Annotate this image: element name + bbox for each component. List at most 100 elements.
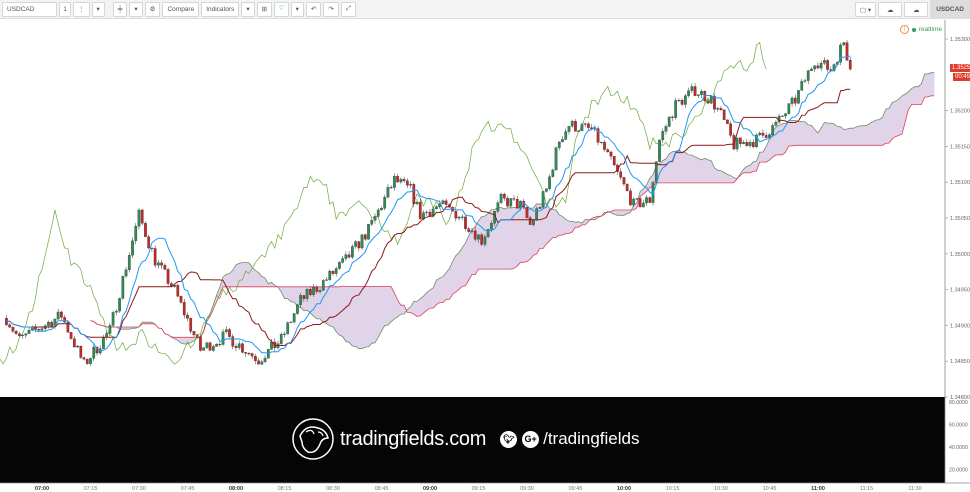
candle-body bbox=[286, 322, 290, 335]
candle-body bbox=[460, 216, 464, 218]
candle-body bbox=[115, 310, 118, 313]
candle-body bbox=[477, 234, 480, 240]
candle-body bbox=[735, 137, 739, 150]
candle-body bbox=[483, 236, 487, 245]
add-alert-icon[interactable]: ⊞ bbox=[256, 1, 273, 17]
candle-body bbox=[722, 109, 726, 121]
candle-body bbox=[347, 254, 351, 258]
redo-icon[interactable]: ↷ bbox=[323, 1, 339, 17]
candle-body bbox=[742, 142, 745, 144]
candle-body bbox=[60, 311, 63, 318]
candle-body bbox=[354, 241, 357, 247]
candle-body bbox=[166, 269, 170, 284]
candle-body bbox=[363, 234, 367, 240]
price-chart[interactable]: 1.35300 1.35200 1.35150 1.35100 1.35050 1.350… bbox=[0, 20, 970, 492]
candle-body bbox=[435, 206, 438, 210]
x-tick-label: 09:00 bbox=[423, 486, 437, 492]
candle-body bbox=[331, 270, 335, 274]
candle-body bbox=[283, 333, 286, 335]
candle-body bbox=[525, 206, 529, 218]
cloud-download-icon[interactable]: ☁ bbox=[878, 2, 903, 17]
candle-body bbox=[638, 198, 642, 208]
candle-body bbox=[105, 333, 109, 338]
candle-body bbox=[102, 337, 105, 349]
symbol-input[interactable]: USDCAD bbox=[2, 1, 57, 17]
gear-icon[interactable]: ⚙ bbox=[144, 1, 161, 17]
bull-logo-icon bbox=[292, 418, 334, 460]
candle-body bbox=[380, 208, 383, 211]
square-icon[interactable]: ▢ ▾ bbox=[854, 2, 877, 17]
candle-body bbox=[409, 184, 412, 186]
candle-body bbox=[751, 142, 755, 148]
candle-body bbox=[793, 97, 797, 104]
y-tick-label: 1.35150 bbox=[950, 144, 970, 150]
chevron-down-icon[interactable]: ▾ bbox=[290, 1, 304, 17]
warning-icon[interactable]: ! bbox=[899, 25, 909, 34]
candle-body bbox=[82, 357, 86, 360]
realtime-status: ! realtime bbox=[899, 25, 942, 34]
candle-body bbox=[499, 193, 503, 203]
candle-body bbox=[108, 325, 112, 334]
lightbulb-icon[interactable]: 💡︎ bbox=[274, 1, 289, 17]
candle-body bbox=[738, 137, 742, 144]
candle-body bbox=[512, 198, 516, 200]
more-vertical-icon[interactable]: ⋮ bbox=[73, 1, 90, 17]
candle-body bbox=[677, 100, 681, 102]
candle-body bbox=[124, 269, 128, 277]
candle-body bbox=[205, 342, 209, 348]
candle-body bbox=[69, 332, 73, 339]
candle-body bbox=[842, 42, 846, 46]
candle-body bbox=[247, 353, 251, 355]
fullscreen-icon[interactable]: ⤢ bbox=[340, 1, 357, 17]
x-tick-label: 09:15 bbox=[472, 486, 486, 492]
candle-body bbox=[813, 65, 817, 70]
status-dot-icon bbox=[911, 27, 916, 32]
candle-body bbox=[305, 289, 309, 299]
x-tick-label: 09:30 bbox=[520, 486, 534, 492]
x-tick-label: 08:00 bbox=[229, 486, 243, 492]
y-tick-label: 1.35100 bbox=[950, 180, 970, 186]
undo-icon[interactable]: ↶ bbox=[305, 1, 322, 17]
candle-body bbox=[334, 268, 338, 274]
candle-body bbox=[211, 346, 215, 351]
y-tick-label: 1.35050 bbox=[950, 216, 970, 222]
chevron-down-icon[interactable]: ▾ bbox=[129, 1, 143, 17]
candle-body bbox=[774, 121, 778, 126]
x-tick-label: 08:15 bbox=[278, 486, 292, 492]
candle-body bbox=[574, 121, 577, 132]
candle-body bbox=[800, 81, 804, 91]
candle-body bbox=[370, 220, 374, 225]
chevron-down-icon[interactable]: ▾ bbox=[91, 1, 105, 17]
twitter-icon[interactable]: 🐦︎ bbox=[500, 430, 518, 448]
interval-button[interactable]: 1 bbox=[59, 1, 71, 17]
candle-body bbox=[693, 86, 697, 96]
candle-body bbox=[66, 322, 70, 333]
cloud-upload-icon[interactable]: ☁ bbox=[904, 2, 929, 17]
symbol-tab[interactable]: USDCAD bbox=[930, 0, 970, 19]
google-plus-icon[interactable]: G+ bbox=[522, 430, 540, 448]
candle-body bbox=[150, 247, 154, 249]
x-tick-label: 10:00 bbox=[617, 486, 631, 492]
candle-body bbox=[418, 201, 422, 220]
realtime-label: realtime bbox=[918, 26, 942, 33]
indicators-button[interactable]: Indicators bbox=[201, 1, 240, 17]
candle-body bbox=[441, 200, 445, 204]
lower-tick-label: 40.0000 bbox=[949, 445, 968, 451]
candlestick-icon[interactable]: ╪ bbox=[112, 1, 128, 17]
y-tick-label: 1.35300 bbox=[950, 37, 970, 43]
candle-body bbox=[806, 70, 810, 81]
candle-body bbox=[732, 135, 736, 150]
compare-button[interactable]: Compare bbox=[162, 1, 200, 17]
candle-body bbox=[244, 352, 248, 354]
candle-body bbox=[405, 180, 409, 186]
candle-body bbox=[787, 103, 791, 114]
watermark-banner: tradingfields.com 🐦︎ G+ /tradingfields bbox=[290, 417, 690, 461]
candle-body bbox=[393, 175, 396, 188]
candle-body bbox=[667, 116, 671, 127]
candle-body bbox=[467, 228, 471, 232]
candle-body bbox=[781, 115, 784, 117]
candle-body bbox=[490, 223, 493, 230]
chevron-down-icon[interactable]: ▾ bbox=[241, 1, 255, 17]
candle-body bbox=[140, 209, 144, 224]
candle-body bbox=[14, 331, 18, 334]
